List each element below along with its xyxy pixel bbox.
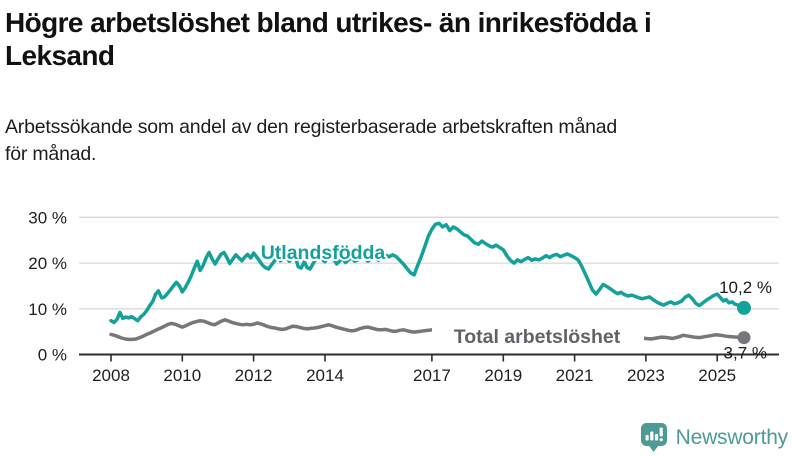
series-line-utlandsfodda — [109, 221, 746, 325]
x-tick-label-2010: 2010 — [163, 366, 201, 385]
bar-chart-speech-bubble-icon — [640, 423, 667, 452]
title-line-2: Leksand — [5, 40, 115, 71]
x-tick-label-2025: 2025 — [698, 366, 736, 385]
unemployment-chart: 0 % 10 % 20 % 30 % 2008 2010 2012 2014 2017 2019… — [28, 208, 779, 385]
end-value-utlandsfodda: 10,2 % — [719, 278, 772, 297]
series-label-utlandsfodda: Utlandsfödda — [261, 242, 386, 264]
y-axis-label-30: 30 % — [28, 208, 67, 227]
newsworthy-logo-text: Newsworthy — [675, 425, 789, 449]
y-axis-label-0: 0 % — [38, 346, 67, 365]
x-tick-label-2012: 2012 — [235, 366, 273, 385]
chart-series — [109, 221, 746, 342]
newsworthy-logo[interactable]: Newsworthy — [640, 422, 788, 453]
title-line-1: Högre arbetslöshet bland utrikes- än inr… — [5, 7, 652, 38]
x-tick-label-2023: 2023 — [627, 366, 665, 385]
x-tick-label-2017: 2017 — [413, 366, 451, 385]
end-dot-utlandsfodda — [737, 300, 751, 315]
chart-end-dots — [737, 300, 751, 345]
y-axis-label-10: 10 % — [28, 300, 67, 319]
end-value-total: 3,7 % — [724, 344, 767, 363]
chart-area: 0 % 10 % 20 % 30 % 2008 2010 2012 2014 2017 2019… — [0, 197, 800, 403]
series-line-total — [109, 318, 746, 342]
series-label-total: Total arbetslöshet — [454, 326, 621, 348]
chart-axis: 2008 2010 2012 2014 2017 2019 2021 2023 2025 — [79, 353, 779, 385]
y-axis-label-20: 20 % — [28, 254, 67, 273]
subtitle-line-2: för månad. — [5, 143, 97, 165]
page-title: Högre arbetslöshet bland utrikes- än inr… — [5, 6, 797, 72]
x-tick-label-2014: 2014 — [306, 366, 344, 385]
end-dot-total — [737, 331, 751, 345]
x-tick-label-2008: 2008 — [92, 366, 130, 385]
subtitle-line-1: Arbetssökande som andel av den registerb… — [5, 116, 618, 138]
x-tick-label-2019: 2019 — [484, 366, 522, 385]
series-label-backdrop — [432, 323, 644, 349]
chart-grid: 0 % 10 % 20 % 30 % — [28, 208, 779, 365]
x-tick-label-2021: 2021 — [556, 366, 594, 385]
page-subtitle: Arbetssökande som andel av den registerb… — [5, 114, 797, 168]
